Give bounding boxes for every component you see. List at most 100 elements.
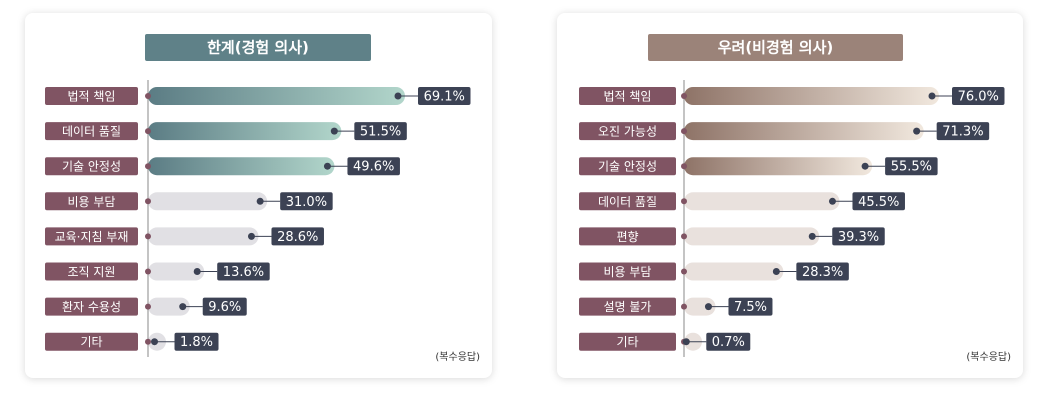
category-label: 기타 [80, 335, 102, 349]
value-label: 39.3% [838, 230, 879, 245]
end-dot [913, 127, 921, 135]
value-label: 0.7% [712, 335, 745, 350]
bar [148, 227, 259, 246]
category-label: 법적 책임 [604, 89, 652, 104]
value-label-box [728, 297, 773, 316]
category-label: 비용 부담 [604, 265, 652, 279]
title-box [145, 34, 371, 61]
end-dot [323, 162, 331, 170]
value-label: 28.3% [802, 265, 843, 280]
axis-dot [145, 268, 151, 275]
value-label: 76.0% [958, 90, 999, 105]
value-label-box [952, 87, 1005, 105]
end-dot [772, 268, 780, 275]
category-label: 기술 안정성 [598, 160, 657, 174]
bar [148, 262, 205, 281]
value-label: 13.6% [223, 265, 264, 280]
value-label: 55.5% [891, 160, 932, 175]
value-label: 31.0% [286, 195, 327, 210]
axis-dot [681, 93, 687, 99]
category-box [45, 192, 138, 211]
category-label: 기타 [616, 335, 638, 349]
axis-dot [145, 198, 151, 205]
category-box [45, 297, 138, 316]
end-dot [704, 303, 712, 311]
end-dot [682, 338, 690, 346]
axis-dot [681, 233, 687, 240]
end-dot [179, 303, 187, 311]
bar [148, 297, 190, 316]
value-label-box [202, 297, 247, 316]
category-label: 편향 [616, 230, 638, 244]
value-label-box [706, 332, 751, 351]
end-dot [808, 232, 816, 240]
category-box [579, 122, 676, 141]
category-label: 기술 안정성 [62, 160, 121, 174]
bar [684, 297, 716, 316]
value-label-box [796, 262, 849, 281]
axis-dot [681, 268, 687, 275]
end-dot [151, 338, 159, 346]
value-label-box [418, 87, 471, 105]
title-box [648, 34, 903, 61]
end-dot [193, 268, 201, 275]
category-label: 비용 부담 [68, 195, 116, 209]
chart-title: 한계(경험 의사) [207, 39, 309, 57]
axis-dot [681, 163, 687, 170]
category-label: 교육·지침 부재 [55, 230, 129, 244]
bar [684, 87, 939, 105]
bar [148, 87, 405, 105]
axis-dot [145, 338, 151, 345]
category-box [45, 262, 138, 281]
category-label: 환자 수용성 [62, 300, 121, 314]
axis-dot [145, 128, 151, 135]
value-label-box [271, 227, 324, 246]
category-box [579, 297, 676, 316]
category-label: 오진 가능성 [598, 125, 657, 139]
value-label: 71.3% [942, 125, 983, 140]
value-label-box [347, 157, 400, 176]
category-box [45, 87, 138, 105]
category-box [579, 87, 676, 105]
category-box [45, 227, 138, 246]
value-label-box [936, 122, 990, 141]
axis-dot [681, 198, 687, 205]
category-box [579, 227, 676, 246]
bar [148, 122, 342, 141]
value-label-box [280, 192, 333, 211]
bar [684, 262, 784, 281]
value-label-box [354, 122, 407, 141]
value-label-box [832, 227, 885, 246]
category-box [45, 122, 138, 141]
end-dot [928, 92, 936, 100]
value-label: 9.6% [208, 300, 241, 315]
bar [148, 192, 268, 211]
value-label: 51.5% [360, 125, 401, 140]
category-label: 조직 지원 [68, 265, 116, 279]
bar [684, 122, 924, 141]
axis-dot [681, 128, 687, 135]
category-box [45, 157, 138, 176]
value-label: 7.5% [734, 300, 767, 315]
bar [684, 227, 820, 246]
value-label-box [885, 157, 938, 176]
value-label: 1.8% [180, 335, 213, 350]
bar [148, 157, 335, 176]
category-box [579, 157, 676, 176]
end-dot [861, 162, 869, 170]
value-label: 28.6% [277, 230, 318, 245]
axis-dot [145, 93, 151, 99]
chart-title: 우려(비경험 의사) [718, 39, 834, 57]
bar [684, 157, 873, 176]
value-label: 45.5% [858, 195, 899, 210]
value-label-box [174, 332, 219, 351]
bar [684, 192, 840, 211]
category-label: 데이터 품질 [62, 125, 121, 139]
value-label: 69.1% [424, 90, 465, 105]
axis-dot [681, 303, 687, 310]
end-dot [256, 197, 264, 205]
category-box [579, 262, 676, 281]
value-label-box [217, 262, 270, 281]
axis-dot [145, 233, 151, 240]
note: (복수응답) [966, 351, 1011, 363]
